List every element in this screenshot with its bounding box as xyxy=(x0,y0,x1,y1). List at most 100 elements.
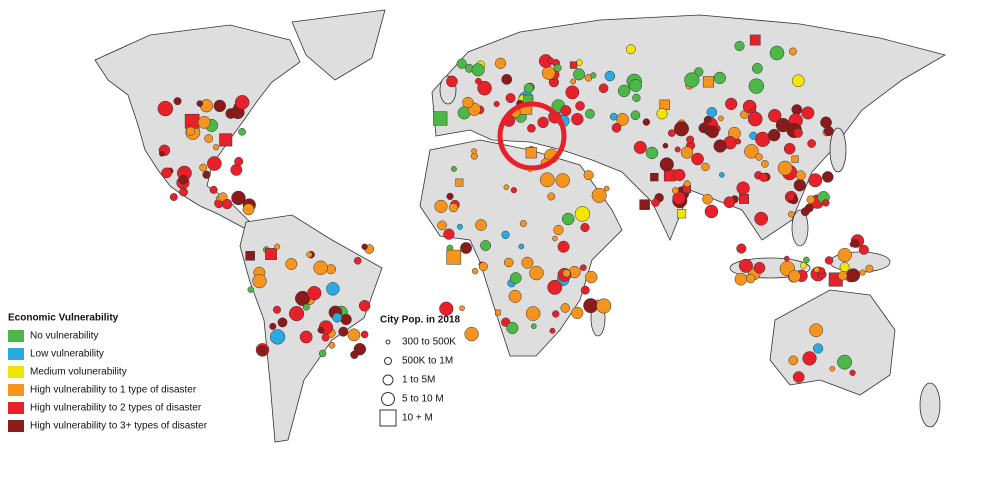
city xyxy=(518,243,525,250)
city xyxy=(277,317,288,328)
legend-label: Medium volunerability xyxy=(30,367,127,378)
city xyxy=(506,321,519,335)
city xyxy=(525,147,537,159)
city xyxy=(691,152,704,166)
city xyxy=(353,256,362,265)
city xyxy=(464,326,479,342)
city xyxy=(471,63,485,77)
city xyxy=(478,262,488,272)
city xyxy=(633,140,647,154)
city xyxy=(434,199,448,213)
city xyxy=(358,300,371,312)
city xyxy=(783,255,790,262)
city xyxy=(433,111,448,126)
city xyxy=(446,192,454,200)
city xyxy=(738,258,753,273)
city xyxy=(786,192,795,201)
city xyxy=(820,116,832,129)
city xyxy=(446,75,458,88)
city xyxy=(791,74,805,88)
city xyxy=(761,160,769,168)
city xyxy=(495,309,501,316)
city xyxy=(704,204,719,219)
city xyxy=(822,199,830,207)
legend-swatch xyxy=(8,348,24,360)
city xyxy=(439,301,454,316)
city xyxy=(703,115,712,124)
city xyxy=(199,163,208,172)
highlight-circle xyxy=(497,101,567,171)
south-america xyxy=(239,214,383,443)
legend: Economic Vulnerability No vulnerability Lo… xyxy=(8,313,460,432)
city xyxy=(739,193,749,204)
city xyxy=(590,72,597,79)
size-legend-title: City Pop. in 2018 xyxy=(380,315,460,326)
city xyxy=(503,257,514,268)
city xyxy=(795,170,806,181)
city xyxy=(734,272,748,286)
city xyxy=(702,193,713,205)
city xyxy=(735,138,742,145)
new-zealand xyxy=(919,382,941,428)
legend-label: High vulnerability to 1 type of disaster xyxy=(30,385,197,396)
city xyxy=(565,85,580,100)
city xyxy=(234,95,250,110)
city xyxy=(824,256,834,265)
city xyxy=(747,111,763,127)
city xyxy=(759,172,769,182)
city xyxy=(753,261,766,274)
city xyxy=(702,76,715,88)
city xyxy=(573,68,586,81)
city xyxy=(809,323,823,338)
city xyxy=(326,282,340,296)
city xyxy=(725,97,738,111)
city xyxy=(574,206,591,222)
city xyxy=(456,58,467,69)
city xyxy=(207,156,222,171)
city xyxy=(537,116,549,129)
city xyxy=(159,151,165,157)
city xyxy=(585,108,595,119)
city xyxy=(196,100,204,107)
city xyxy=(806,195,815,204)
city xyxy=(736,181,750,195)
city xyxy=(583,298,599,314)
city xyxy=(788,355,799,366)
city xyxy=(462,96,474,109)
city xyxy=(639,199,650,210)
city xyxy=(837,271,848,281)
city xyxy=(360,330,369,339)
city xyxy=(493,100,500,107)
city xyxy=(173,97,182,106)
city xyxy=(231,190,246,206)
city xyxy=(185,126,196,136)
city xyxy=(754,211,769,226)
city xyxy=(234,156,244,166)
city xyxy=(788,211,795,218)
city xyxy=(523,83,534,94)
city xyxy=(793,179,806,192)
city xyxy=(340,313,352,326)
city xyxy=(802,351,817,366)
city xyxy=(552,235,558,242)
city xyxy=(328,341,336,349)
city xyxy=(807,139,816,148)
legend-title: Economic Vulnerability xyxy=(8,313,119,324)
city xyxy=(603,185,610,192)
city xyxy=(302,303,310,311)
greenland xyxy=(291,9,386,81)
city xyxy=(501,230,510,239)
city xyxy=(505,93,516,103)
city xyxy=(767,128,781,142)
city xyxy=(459,305,465,312)
city xyxy=(247,286,254,293)
legend-swatch xyxy=(8,402,24,414)
city xyxy=(509,272,522,284)
land xyxy=(94,9,947,443)
city xyxy=(579,264,587,271)
city xyxy=(788,270,801,283)
city xyxy=(503,184,510,190)
city xyxy=(651,198,660,207)
city xyxy=(575,101,585,111)
